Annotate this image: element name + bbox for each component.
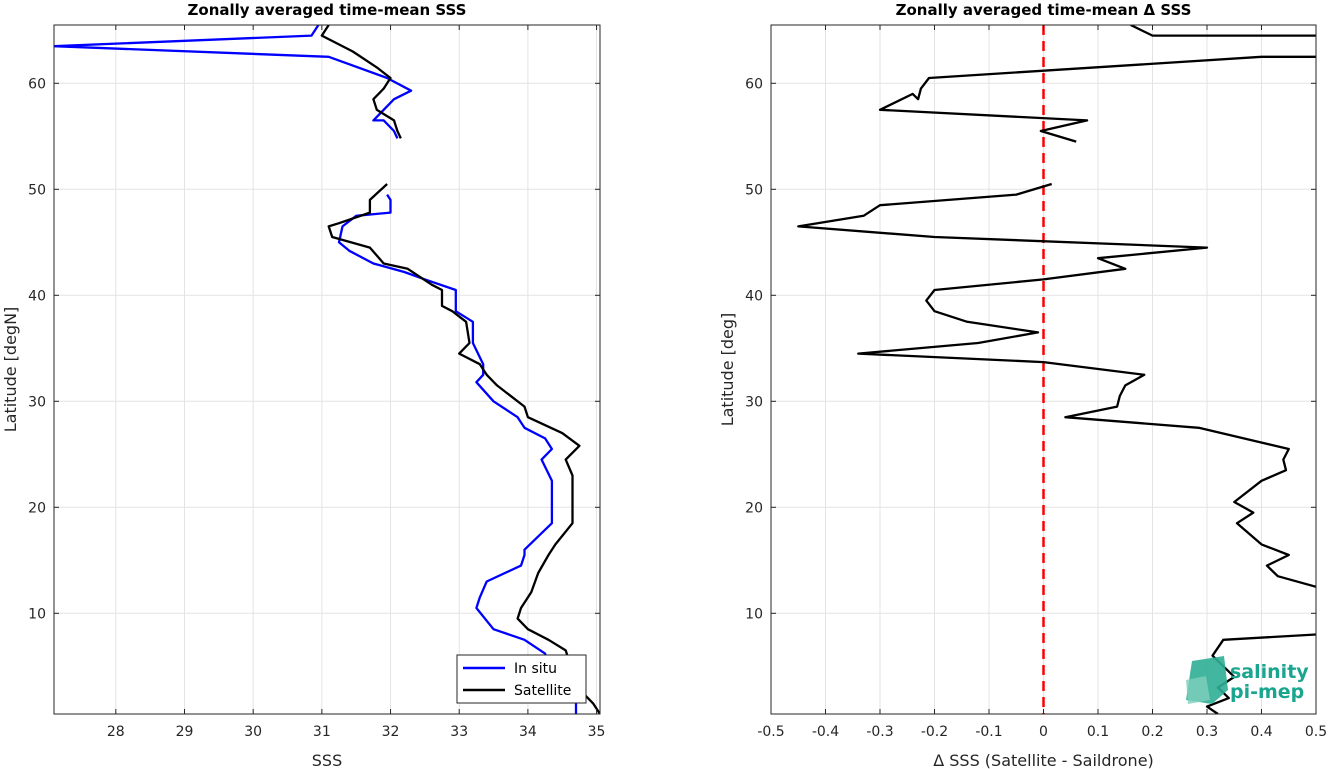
y-tick-label: 50 xyxy=(745,182,763,198)
y-tick-label: 50 xyxy=(28,182,46,198)
axes-box xyxy=(53,24,601,715)
x-tick-label: 33 xyxy=(450,724,468,740)
x-tick-label: 29 xyxy=(176,724,194,740)
series-line-delta-sss xyxy=(797,182,1316,588)
x-tick-label: 0 xyxy=(1039,724,1048,740)
chart-title: Zonally averaged time-mean SSS xyxy=(188,1,467,19)
salinity-pi-mep-logo: salinity pi-mep xyxy=(1186,656,1309,704)
y-tick-label: 30 xyxy=(745,394,763,410)
legend-label-satellite: Satellite xyxy=(514,683,571,699)
series-line-in-situ xyxy=(337,193,578,714)
series-line-satellite xyxy=(327,183,600,714)
x-tick-label: 31 xyxy=(313,724,331,740)
legend: In situ Satellite xyxy=(456,654,587,704)
y-tick-label: 30 xyxy=(28,394,46,410)
x-tick-label: 0.4 xyxy=(1250,724,1272,740)
logo-shape-accent xyxy=(1186,676,1210,704)
y-tick-label: 10 xyxy=(28,606,46,622)
y-tick-label: 60 xyxy=(28,76,46,92)
chart-title: Zonally averaged time-mean Δ SSS xyxy=(896,1,1192,19)
x-tick-label: -0.2 xyxy=(921,724,948,740)
x-tick-label: 35 xyxy=(588,724,606,740)
x-axis-label: SSS xyxy=(312,751,342,769)
y-tick-label: 20 xyxy=(28,500,46,516)
series-line-in-situ xyxy=(54,25,413,139)
y-axis-label: Latitude [deg] xyxy=(718,313,737,427)
right-panel-delta-sss: -0.5 -0.4 -0.3 -0.2 -0.1 0 0.1 0.2 0.3 0.4 0.5 10 20… xyxy=(718,1,1327,769)
x-tick-label: 30 xyxy=(244,724,262,740)
left-panel-sss: 28 29 30 31 32 33 34 35 10 20 30 40 50 60 Zonally aver… xyxy=(1,1,605,769)
series-line-satellite xyxy=(320,25,402,139)
y-axis-label: Latitude [degN] xyxy=(1,307,20,433)
series-group xyxy=(797,25,1316,714)
x-tick-label: -0.3 xyxy=(866,724,893,740)
x-tick-label: -0.5 xyxy=(757,724,784,740)
x-tick-label: 28 xyxy=(107,724,125,740)
legend-label-in-situ: In situ xyxy=(514,661,557,677)
y-tick-label: 40 xyxy=(745,288,763,304)
x-tick-label: 0.5 xyxy=(1305,724,1327,740)
x-tick-label: 34 xyxy=(519,724,537,740)
x-axis-label: Δ SSS (Satellite - Saildrone) xyxy=(933,751,1154,769)
plot-area xyxy=(54,25,600,714)
x-tick-label: 0.2 xyxy=(1141,724,1163,740)
y-tick-label: 10 xyxy=(745,606,763,622)
series-line-delta-sss xyxy=(1130,25,1316,37)
x-tick-label: 0.3 xyxy=(1196,724,1218,740)
series-group xyxy=(54,25,600,714)
y-tick-label: 60 xyxy=(745,76,763,92)
y-tick-label: 40 xyxy=(28,288,46,304)
x-tick-label: 32 xyxy=(382,724,400,740)
x-tick-label: -0.4 xyxy=(812,724,839,740)
logo-text-line2: pi-mep xyxy=(1230,681,1304,703)
y-tick-label: 20 xyxy=(745,500,763,516)
x-tick-label: -0.1 xyxy=(975,724,1002,740)
legend-box xyxy=(456,654,587,704)
series-line-delta-sss xyxy=(878,55,1316,143)
logo-text-line1: salinity xyxy=(1230,661,1309,683)
x-tick-label: 0.1 xyxy=(1087,724,1109,740)
